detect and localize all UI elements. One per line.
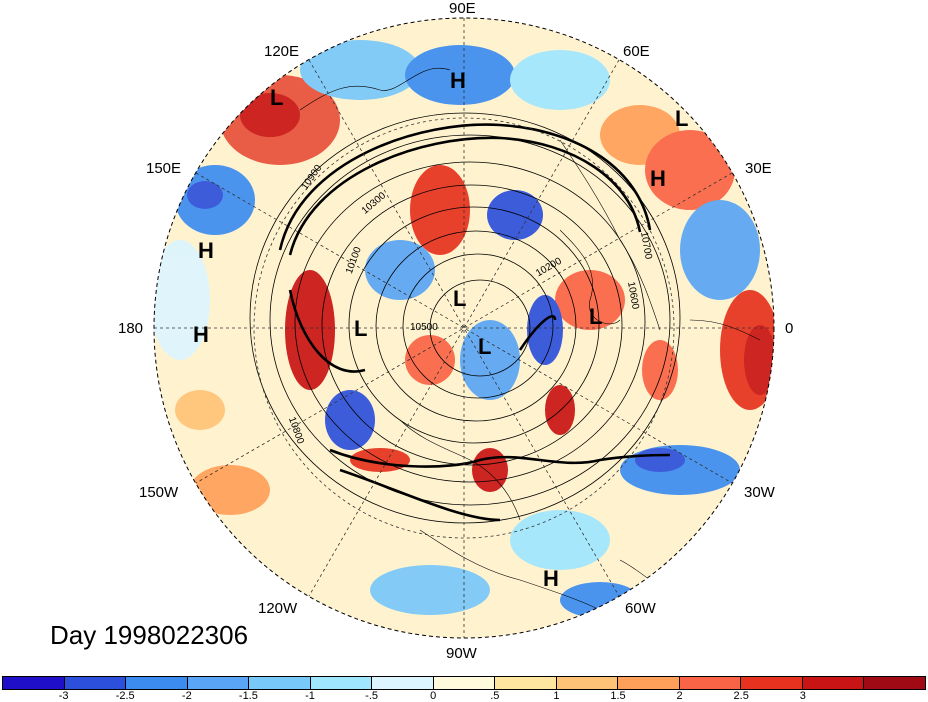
colorbar-tick-label: 0: [430, 690, 437, 702]
low-center-marker: L: [675, 106, 689, 131]
contour-label: 10500: [410, 322, 438, 333]
colorbar-tick-label: -1.5: [238, 690, 258, 702]
lon-label-60e: 60E: [623, 43, 650, 60]
colorbar-tick-label: -3: [58, 690, 69, 702]
colorbar-cell: [3, 677, 65, 689]
colorbar-tick-label: 1: [553, 690, 560, 702]
colorbar-tick-label: 3: [799, 690, 806, 702]
lon-label-90e: 90E: [449, 0, 476, 17]
lon-label-30e: 30E: [745, 160, 772, 177]
lon-label-150w: 150W: [139, 484, 179, 501]
polar-map: [153, 17, 775, 639]
lon-label-30w: 30W: [744, 484, 775, 501]
low-center-marker: L: [354, 316, 368, 341]
low-center-marker: L: [478, 334, 492, 359]
colorbar-cell: [618, 677, 680, 689]
high-center-marker: H: [193, 322, 209, 347]
height-contours: [249, 112, 681, 524]
day-label: Day 1998022306: [50, 620, 249, 650]
anomaly-patches: [154, 40, 774, 618]
colorbar-tick-label: -1: [305, 690, 315, 702]
colorbar-cell: [433, 677, 496, 689]
graticule: [154, 18, 774, 638]
colorbar-cell: [864, 677, 925, 689]
colorbar-cell: [495, 677, 557, 689]
colorbar-cell: [249, 677, 311, 689]
low-center-marker: L: [453, 286, 467, 311]
colorbar-cell: [126, 677, 188, 689]
jet-contours: [278, 123, 671, 522]
high-center-marker: H: [198, 238, 214, 263]
colorbar-tick-label: 2: [676, 690, 683, 702]
colorbar-ticks: -3 -2.5 -2 -1.5 -1 -.5 0 .5 1 1.5 2 2.5 3: [0, 690, 928, 702]
colorbar-cell: [310, 677, 373, 689]
colorbar-tick-label: -2.5: [115, 690, 135, 702]
map-border: [153, 17, 775, 639]
colorbar-cell: [187, 677, 250, 689]
colorbar-tick-label: .5: [490, 690, 500, 702]
lon-label-180: 180: [118, 320, 144, 337]
colorbar-cell: [741, 677, 803, 689]
lon-label-0: 0: [785, 320, 794, 337]
lon-label-150e: 150E: [146, 160, 182, 177]
colorbar-cell: [64, 677, 127, 689]
high-center-marker: H: [543, 566, 559, 591]
colorbar: [2, 676, 926, 690]
low-center-marker: L: [589, 304, 603, 329]
colorbar-tick-label: 1.5: [610, 690, 626, 702]
colorbar-cell: [556, 677, 619, 689]
high-center-marker: H: [450, 68, 466, 93]
colorbar-cell: [679, 677, 742, 689]
colorbar-cell: [372, 677, 434, 689]
colorbar-tick-label: -2: [181, 690, 192, 702]
colorbar-cell: [802, 677, 865, 689]
lon-label-60w: 60W: [625, 600, 656, 617]
low-center-marker: L: [270, 85, 284, 110]
high-center-marker: H: [650, 166, 666, 191]
lon-label-90w: 90W: [446, 645, 477, 662]
colorbar-tick-label: -.5: [365, 690, 379, 702]
lon-label-120e: 120E: [264, 43, 300, 60]
colorbar-tick-label: 2.5: [733, 690, 749, 702]
lon-label-120w: 120W: [258, 600, 298, 617]
